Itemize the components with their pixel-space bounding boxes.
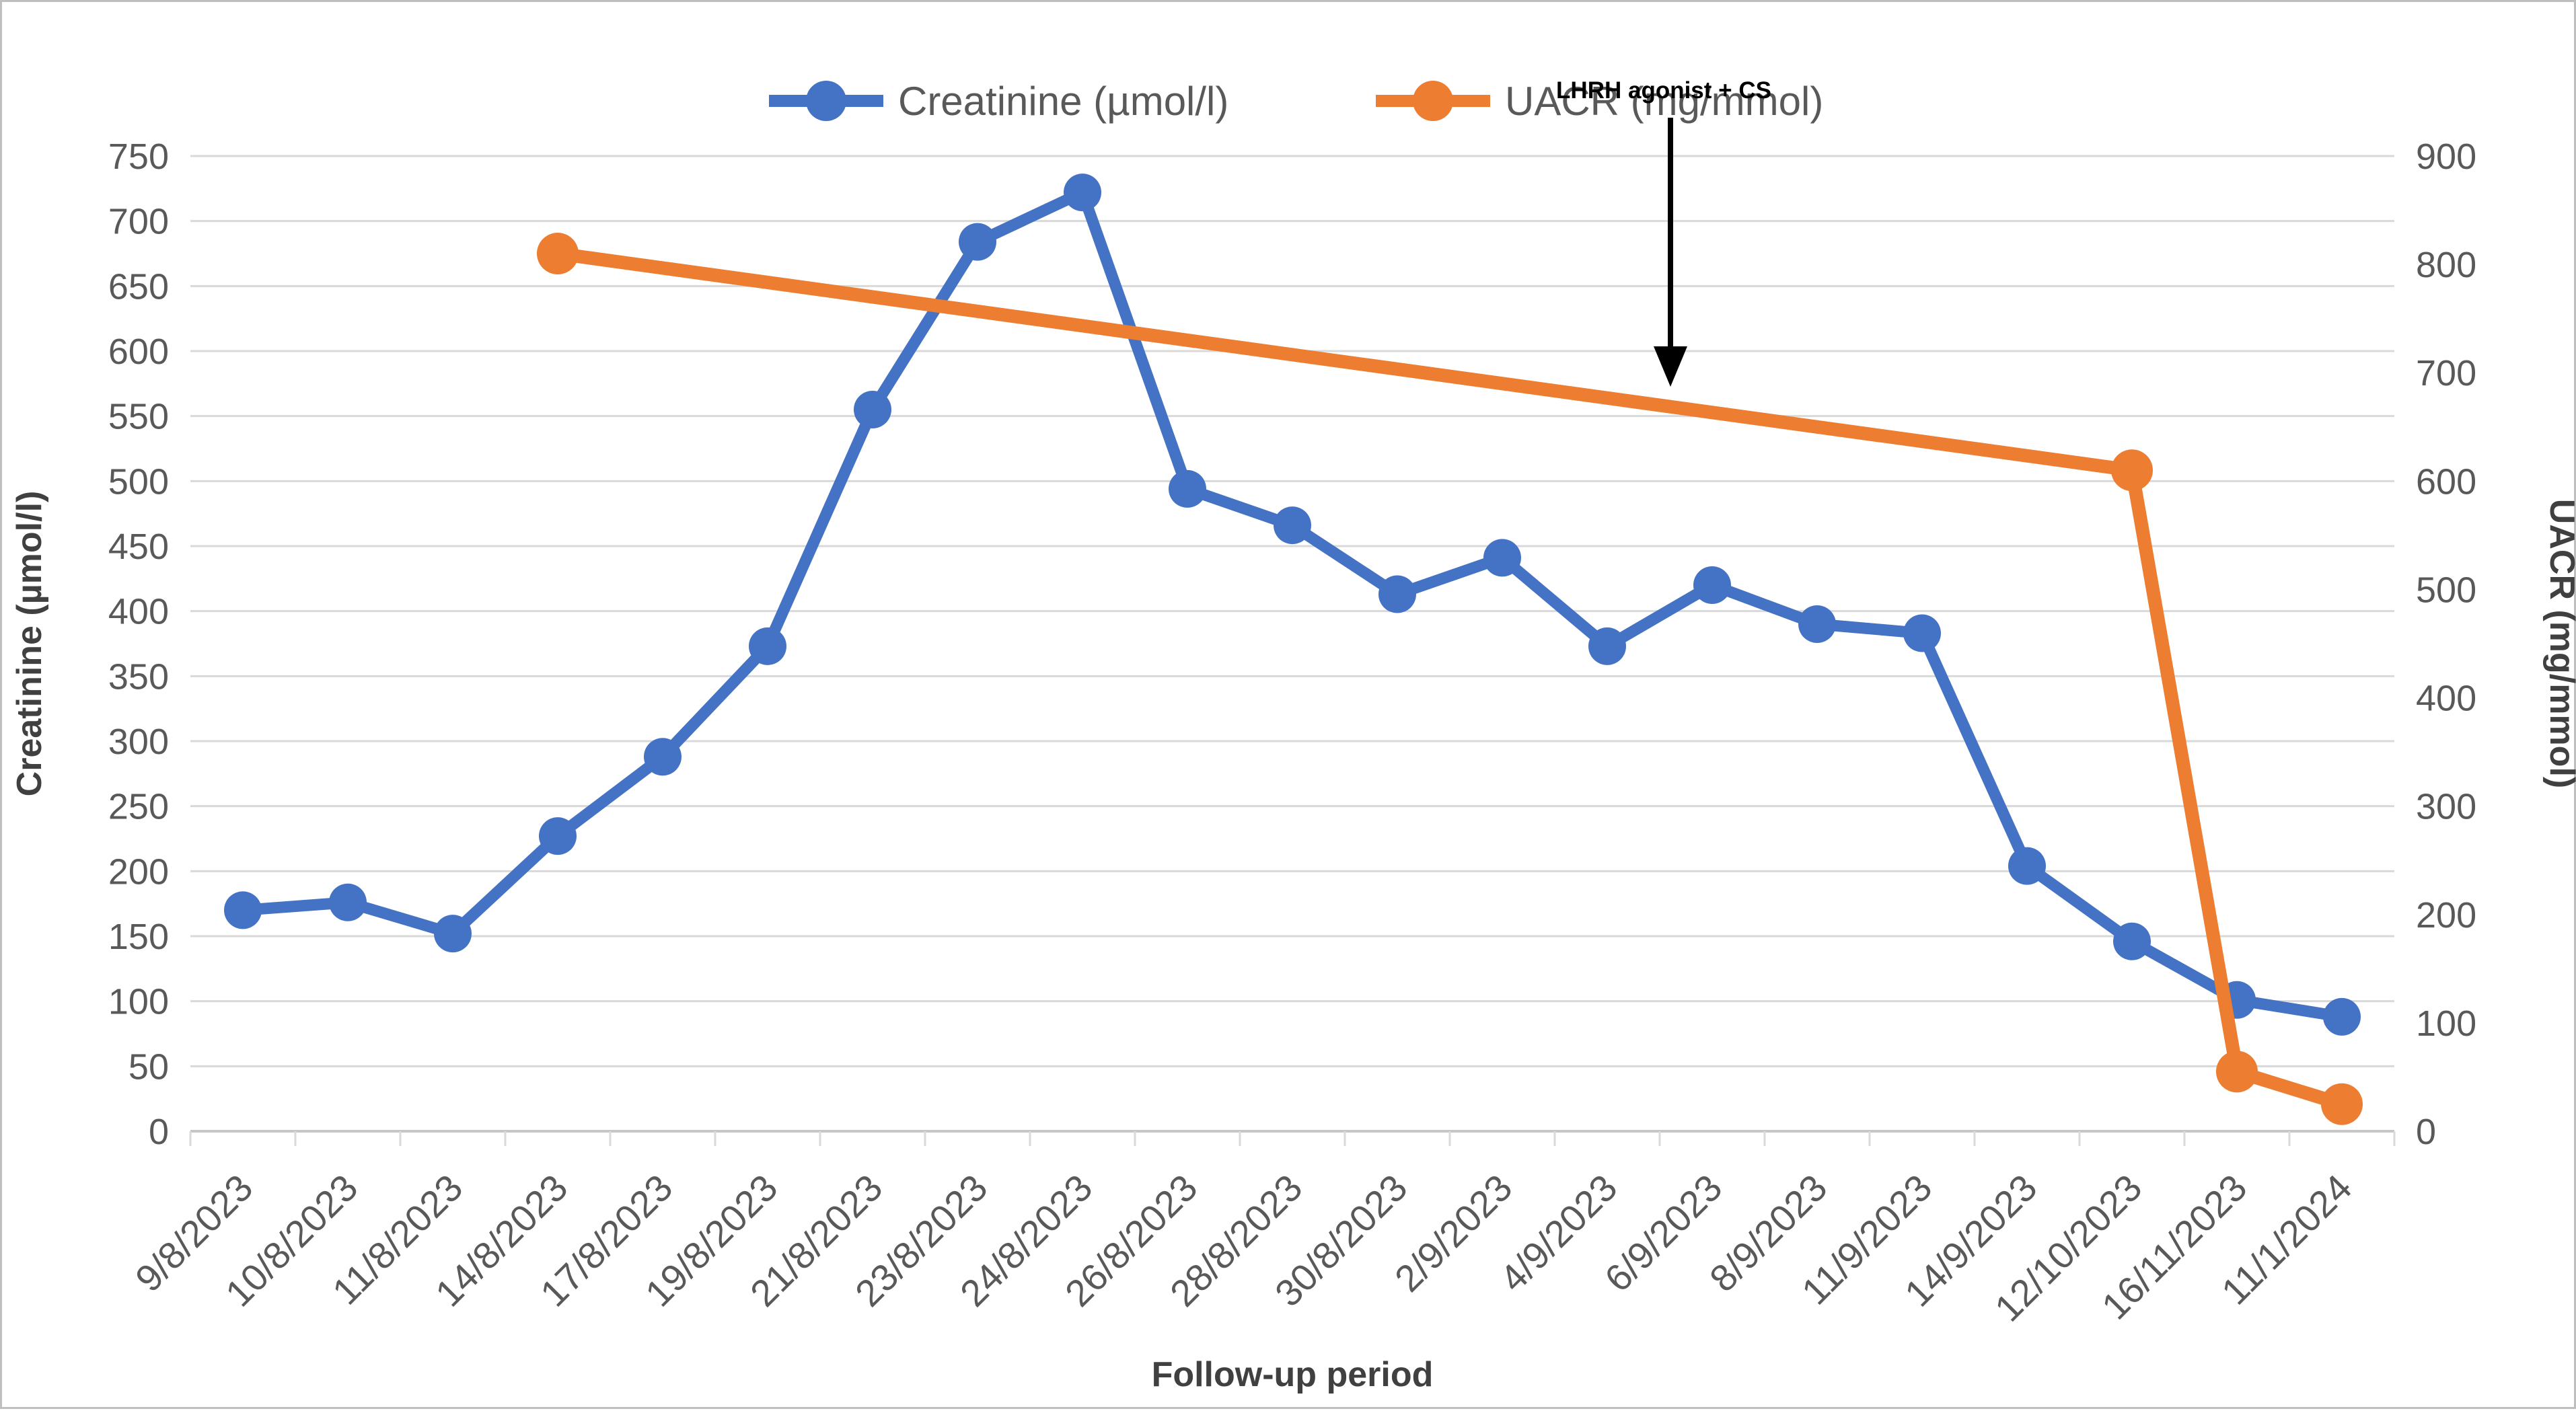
right-axis-tick-label: 900 [2416,137,2476,177]
right-axis-tick-label: 0 [2416,1112,2436,1152]
left-axis-tick-label: 500 [108,461,169,502]
data-point-marker [2216,1051,2258,1093]
data-point-marker [1903,614,1941,652]
creatinine-legend-label: Creatinine (µmol/l) [898,79,1228,124]
data-point-marker [1693,566,1731,604]
left-axis-title: Creatinine (µmol/l) [10,491,49,797]
data-point-marker [434,915,472,953]
left-axis-tick-label: 450 [108,527,169,567]
x-axis-date-labels: 9/8/202310/8/202311/8/202314/8/202317/8/… [127,1166,2360,1330]
annotation-text: LHRH agonist + CS [1556,77,1771,104]
left-axis-tick-label: 350 [108,656,169,697]
left-axis-tick-label: 100 [108,982,169,1022]
data-point-marker [1064,174,1101,212]
data-point-marker [959,223,996,261]
legend-item-creatinine: Creatinine (µmol/l) [769,79,1228,124]
data-point-marker [749,627,786,665]
right-axis-tick-label: 300 [2416,787,2476,827]
data-point-marker [644,738,682,776]
data-point-marker [1798,605,1836,643]
left-axis-tick-labels: 0 50 100 150 200 250 300 350 400 450 500 550 600 650 7… [108,137,169,1152]
left-axis-tick-label: 750 [108,137,169,177]
data-point-marker [224,891,262,929]
legend: Creatinine (µmol/l) UACR (mg/mmol) [769,79,1823,124]
left-axis-tick-label: 600 [108,332,169,372]
data-point-marker [854,391,891,428]
data-point-marker [2113,922,2151,960]
data-point-marker [2111,449,2153,492]
legend-item-uacr: UACR (mg/mmol) [1376,79,1823,124]
data-point-marker [1483,539,1521,577]
uacr-series [537,233,2363,1125]
right-axis-tick-label: 800 [2416,245,2476,285]
data-point-marker [2008,847,2046,885]
creatinine-series [224,174,2361,1036]
left-axis-tick-label: 250 [108,787,169,827]
data-point-marker [2323,997,2361,1036]
uacr-legend-label: UACR (mg/mmol) [1505,79,1823,124]
x-axis-date-label: 4/9/2023 [1492,1166,1625,1300]
left-axis-tick-label: 200 [108,851,169,892]
data-point-marker [329,883,367,921]
x-axis-title: Follow-up period [1152,1355,1434,1394]
right-axis-tick-labels: 0 100 200 300 400 500 600 700 800 900 [2416,137,2476,1152]
data-point-marker [537,233,579,274]
left-axis-tick-label: 50 [128,1046,169,1087]
series-line [551,247,2349,1111]
annotation-arrow-head-icon [1654,346,1687,387]
series-lines [224,174,2363,1125]
left-axis-tick-label: 550 [108,397,169,437]
right-axis-tick-label: 600 [2416,461,2476,502]
creatinine-legend-marker [806,81,846,121]
right-axis-tick-label: 700 [2416,353,2476,393]
right-axis-tick-label: 200 [2416,895,2476,936]
data-point-marker [1274,506,1311,545]
x-axis-tick-marks [189,1131,2396,1146]
right-axis-tick-label: 400 [2416,679,2476,719]
series-line [237,186,2348,1023]
data-point-marker [1169,469,1206,508]
left-axis-tick-label: 0 [149,1112,169,1152]
data-point-marker [539,817,577,855]
right-axis-tick-label: 100 [2416,1003,2476,1044]
left-axis-tick-label: 700 [108,202,169,242]
right-axis-title: UACR (mg/mmol) [2542,499,2576,788]
x-axis-date-label: 2/9/2023 [1387,1166,1520,1300]
data-point-marker [2321,1083,2363,1125]
left-axis-tick-label: 650 [108,266,169,307]
gridlines [190,155,2394,1133]
left-axis-tick-label: 300 [108,722,169,762]
right-axis-tick-label: 500 [2416,570,2476,610]
data-point-marker [1588,627,1626,665]
uacr-legend-marker [1413,81,1453,121]
x-axis-date-label: 6/9/2023 [1596,1166,1730,1300]
data-point-marker [1378,575,1416,613]
annotation-lhrh: LHRH agonist + CS [1556,77,1771,387]
left-axis-tick-label: 400 [108,592,169,632]
left-axis-tick-label: 150 [108,917,169,957]
